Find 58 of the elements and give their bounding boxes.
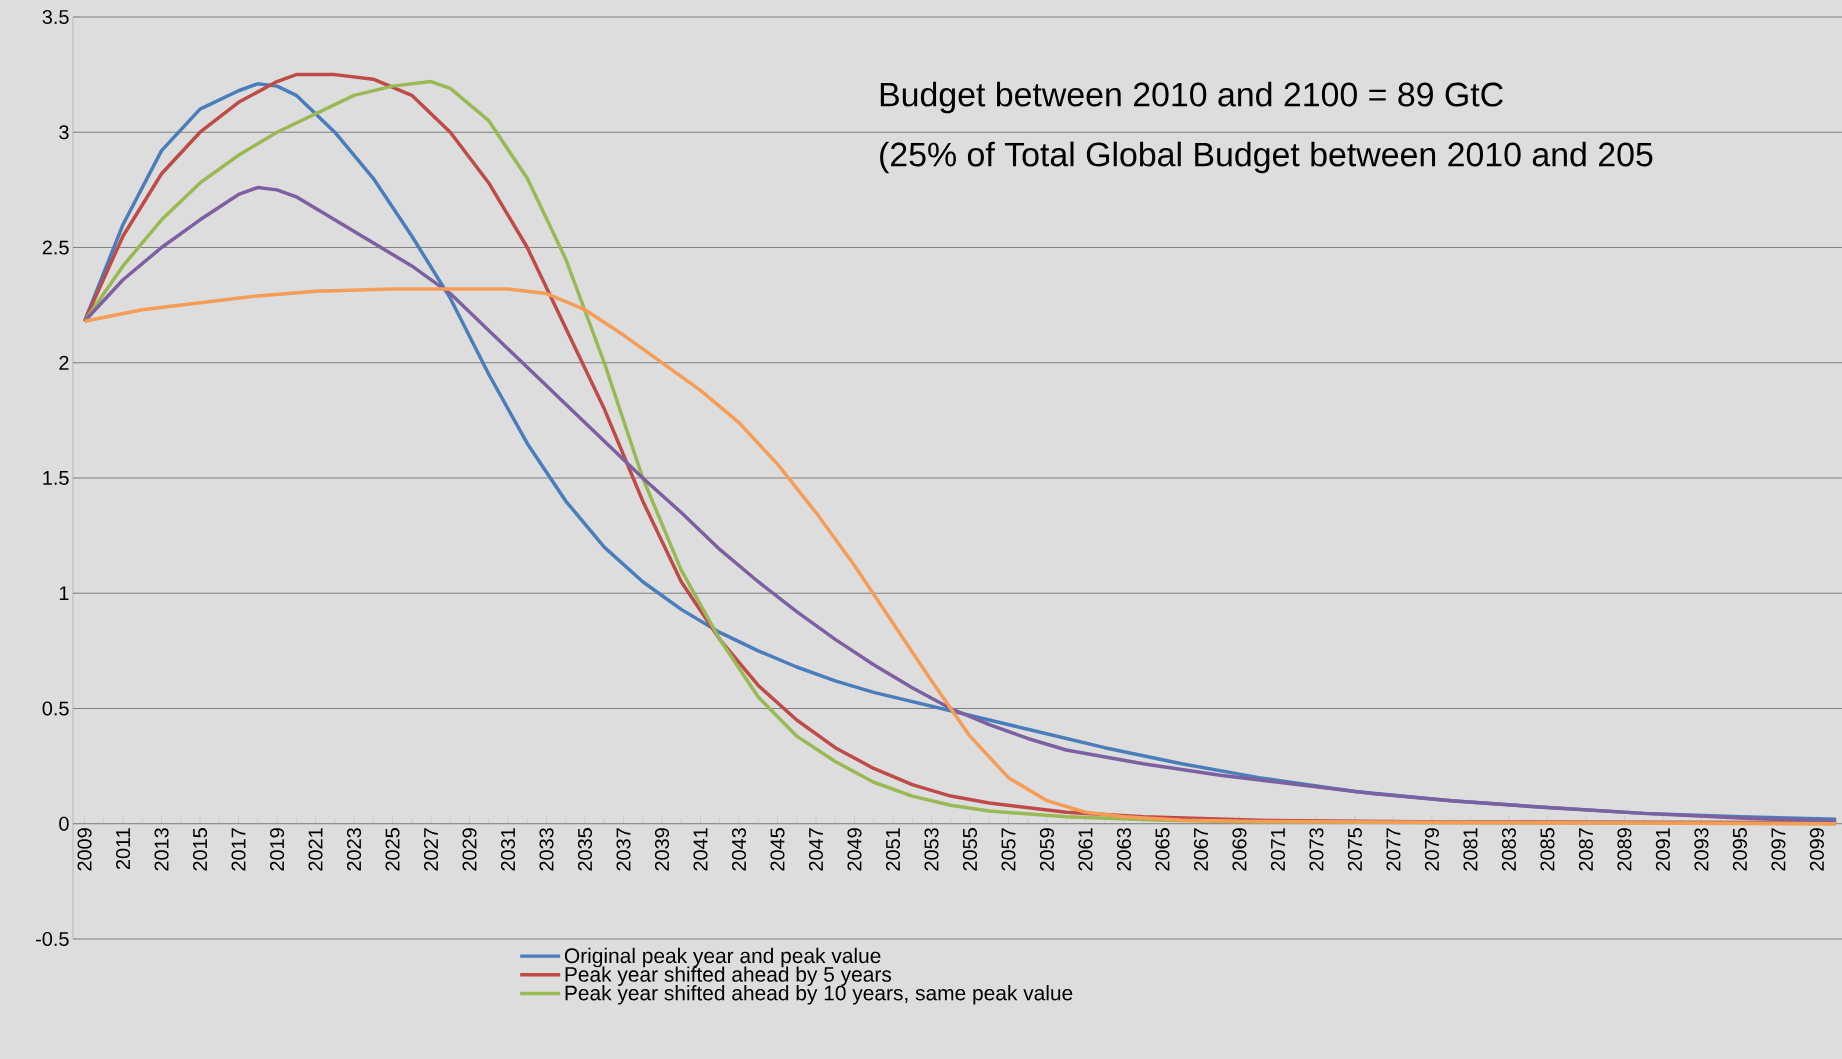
x-tick-label: 2099	[1809, 828, 1824, 871]
y-tick-label: 2.5	[42, 240, 69, 255]
x-tick-label: 2091	[1655, 828, 1670, 871]
annotation: Budget between 2010 and 2100 = 89 GtC	[880, 81, 1503, 114]
x-tick-label: 2087	[1578, 828, 1593, 871]
x-tick-label: 2013	[154, 828, 169, 871]
y-tick-label: 0	[59, 816, 69, 831]
x-tick-label: 2045	[770, 828, 785, 871]
x-tick-label: 2047	[808, 828, 824, 871]
x-tick-label: 2089	[1617, 828, 1632, 871]
x-tick-label: 2079	[1424, 828, 1439, 871]
x-tick-label: 2093	[1694, 828, 1709, 871]
x-tick-label: 2039	[654, 828, 670, 871]
x-tick-label: 2097	[1771, 828, 1786, 871]
y-tick-label: 0.5	[42, 701, 69, 716]
x-tick-label: 2061	[1078, 828, 1093, 871]
x-tick-label: 2041	[693, 828, 708, 871]
y-tick-label: 3.5	[42, 9, 69, 25]
x-tick-label: 2015	[192, 828, 208, 871]
x-tick-label: 2017	[231, 828, 246, 871]
x-tick-label: 2063	[1116, 828, 1131, 871]
x-tick-label: 2083	[1501, 828, 1516, 871]
x-tick-label: 2021	[308, 828, 323, 871]
x-tick-label: 2011	[116, 828, 131, 870]
x-tick-label: 2085	[1540, 828, 1555, 871]
x-tick-label: 2037	[616, 828, 631, 871]
x-tick-label: 2029	[462, 828, 477, 871]
legend-label: Peak year shifted ahead by 10 years, same peak value	[565, 985, 1073, 1005]
x-tick-label: 2019	[269, 828, 285, 871]
x-tick-label: 2069	[1232, 828, 1247, 871]
x-tick-label: 2023	[346, 828, 362, 871]
y-tick-label: 1	[59, 586, 69, 601]
x-tick-label: 2075	[1347, 828, 1362, 871]
annotation: (25% of Total Global Budget between 2010 and 205	[880, 141, 1653, 174]
x-tick-label: 2033	[539, 828, 554, 871]
x-tick-label: 2077	[1386, 828, 1401, 871]
x-tick-label: 2095	[1732, 828, 1747, 871]
x-tick-label: 2059	[1039, 828, 1055, 871]
y-tick-label: 3	[59, 125, 69, 140]
x-tick-label: 2009	[77, 828, 92, 871]
y-tick-label: -0.5	[36, 931, 69, 947]
x-tick-label: 2081	[1463, 828, 1478, 871]
y-tick-label: 1.5	[43, 471, 69, 485]
x-tick-label: 2071	[1270, 828, 1285, 871]
x-tick-label: 2043	[731, 828, 747, 871]
y-tick-label: 2	[59, 355, 69, 370]
x-tick-label: 2035	[577, 828, 593, 871]
x-tick-label: 2031	[500, 828, 516, 871]
x-tick-label: 2065	[1155, 828, 1170, 871]
x-tick-label: 2049	[847, 828, 862, 871]
x-tick-label: 2053	[924, 828, 939, 871]
x-tick-label: 2051	[885, 828, 901, 871]
x-tick-label: 2027	[423, 828, 439, 871]
x-tick-label: 2073	[1309, 828, 1324, 871]
x-tick-label: 2067	[1193, 828, 1208, 871]
x-tick-label: 2057	[1001, 828, 1016, 871]
x-tick-label: 2025	[385, 828, 400, 871]
x-tick-label: 2055	[962, 828, 978, 871]
